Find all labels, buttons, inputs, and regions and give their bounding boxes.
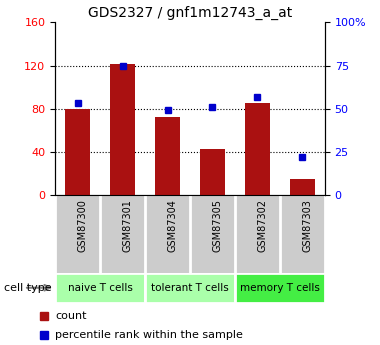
Text: cell type: cell type [4, 283, 51, 293]
Text: GSM87304: GSM87304 [168, 199, 177, 252]
Text: GSM87305: GSM87305 [212, 199, 222, 252]
Bar [145, 273, 235, 303]
Text: tolerant T cells: tolerant T cells [151, 283, 229, 293]
Bar [290, 179, 315, 195]
Text: GSM87301: GSM87301 [122, 199, 133, 252]
Text: GSM87300: GSM87300 [78, 199, 87, 252]
Bar [245, 103, 270, 195]
Text: count: count [55, 311, 87, 321]
Text: naive T cells: naive T cells [68, 283, 133, 293]
Bar [200, 149, 225, 195]
Text: percentile rank within the sample: percentile rank within the sample [55, 330, 243, 339]
Bar [65, 109, 90, 195]
Text: GSM87302: GSM87302 [257, 199, 268, 252]
Bar [110, 65, 135, 195]
Bar [155, 117, 180, 195]
Text: memory T cells: memory T cells [240, 283, 320, 293]
Title: GDS2327 / gnf1m12743_a_at: GDS2327 / gnf1m12743_a_at [88, 6, 292, 20]
Text: GSM87303: GSM87303 [302, 199, 312, 252]
Bar [55, 273, 145, 303]
Bar [235, 273, 325, 303]
